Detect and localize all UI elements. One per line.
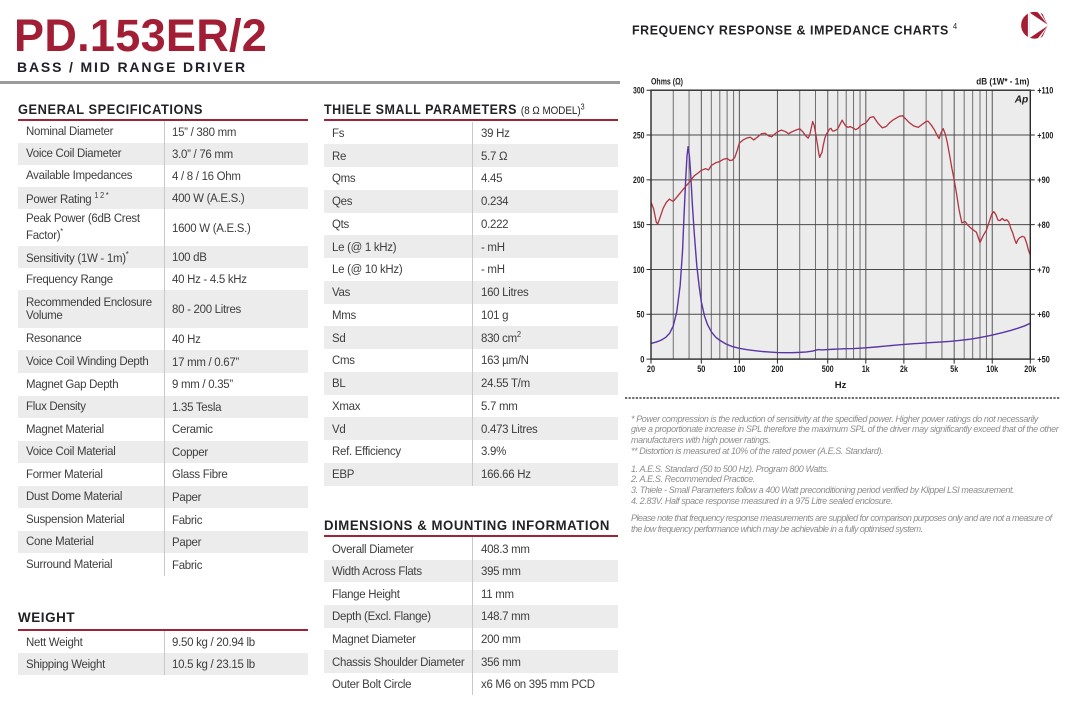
svg-text:+100: +100 xyxy=(1037,130,1053,141)
svg-text:100: 100 xyxy=(733,364,745,375)
svg-text:50: 50 xyxy=(637,310,645,321)
svg-text:+110: +110 xyxy=(1037,86,1053,97)
svg-text:+70: +70 xyxy=(1037,265,1050,276)
svg-text:0: 0 xyxy=(640,354,644,365)
svg-text:+90: +90 xyxy=(1037,175,1050,186)
svg-text:100: 100 xyxy=(633,265,645,276)
svg-text:Ap: Ap xyxy=(1014,94,1029,105)
svg-text:50: 50 xyxy=(697,364,705,375)
svg-text:150: 150 xyxy=(633,220,645,231)
svg-text:10k: 10k xyxy=(986,364,999,375)
svg-text:Ohms (Ω): Ohms (Ω) xyxy=(651,77,683,87)
svg-text:200: 200 xyxy=(771,364,783,375)
svg-text:250: 250 xyxy=(633,130,645,141)
svg-text:+80: +80 xyxy=(1037,220,1050,231)
svg-text:5k: 5k xyxy=(950,364,958,375)
svg-text:+60: +60 xyxy=(1037,310,1050,321)
svg-text:300: 300 xyxy=(633,86,645,97)
svg-text:20k: 20k xyxy=(1024,364,1037,375)
svg-text:500: 500 xyxy=(822,364,834,375)
svg-text:+50: +50 xyxy=(1037,354,1050,365)
svg-text:dB (1W* - 1m): dB (1W* - 1m) xyxy=(976,77,1029,87)
svg-text:Hz: Hz xyxy=(835,380,847,391)
svg-text:2k: 2k xyxy=(900,364,908,375)
svg-text:1k: 1k xyxy=(862,364,870,375)
svg-text:20: 20 xyxy=(647,364,655,375)
svg-text:200: 200 xyxy=(633,175,645,186)
